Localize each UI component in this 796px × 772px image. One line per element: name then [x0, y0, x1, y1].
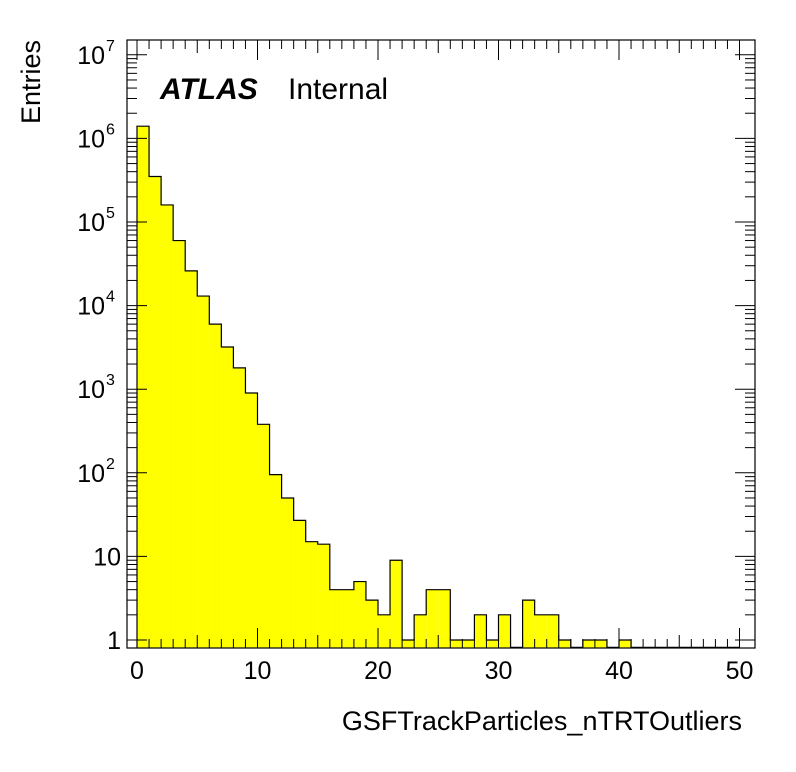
histogram-bar — [558, 640, 571, 648]
x-tick-label: 0 — [130, 657, 144, 685]
bars-layer — [137, 126, 632, 648]
histogram-bar — [594, 640, 607, 648]
histogram-bar — [293, 520, 306, 648]
histogram-bar — [498, 614, 511, 648]
histogram-bar — [534, 614, 547, 648]
histogram-bar — [281, 497, 294, 648]
histogram-bar — [197, 296, 210, 648]
x-tick-label: 30 — [485, 657, 513, 685]
histogram-bar — [305, 541, 318, 648]
histogram-outline — [136, 125, 740, 648]
internal-label: Internal — [288, 73, 388, 106]
histogram-bar — [257, 424, 270, 648]
histogram-bar — [522, 600, 535, 648]
histogram-bar — [209, 324, 222, 648]
histogram-bar — [185, 270, 198, 648]
histogram-bar — [582, 640, 595, 648]
y-tick-label: 10 — [77, 376, 105, 404]
y-tick-exponent: 3 — [106, 372, 115, 389]
x-tick-label: 40 — [605, 657, 633, 685]
y-tick-label: 10 — [77, 293, 105, 321]
histogram-bar — [546, 614, 559, 648]
x-axis-title: GSFTrackParticles_nTRTOutliers — [342, 706, 742, 736]
plot-frame — [126, 39, 756, 649]
y-tick-exponent: 4 — [106, 289, 115, 306]
histogram-bar — [173, 240, 186, 648]
histogram-bar — [233, 367, 246, 648]
y-tick-exponent: 7 — [106, 38, 115, 55]
ticks-layer — [127, 40, 755, 648]
histogram-bar — [245, 393, 258, 648]
histogram-bar — [402, 640, 415, 648]
histogram-bar — [378, 614, 391, 648]
histogram-bar — [221, 346, 234, 648]
x-tick-label: 10 — [244, 657, 272, 685]
histogram-bar — [353, 581, 366, 648]
histogram-bar — [426, 589, 439, 648]
y-tick-label: 10 — [77, 460, 105, 488]
y-axis-title: Entries — [16, 40, 46, 124]
histogram-bar — [149, 176, 162, 648]
histogram-bar — [365, 600, 378, 648]
y-tick-label: 10 — [93, 543, 121, 571]
histogram-bar — [390, 560, 403, 648]
y-tick-exponent: 5 — [106, 205, 115, 222]
histogram-bar — [438, 589, 451, 648]
y-tick-exponent: 6 — [106, 121, 115, 138]
histogram-bar — [329, 589, 342, 648]
y-tick-label: 1 — [107, 627, 121, 655]
histogram-bar — [341, 589, 354, 648]
y-tick-label: 10 — [77, 125, 105, 153]
histogram-bar — [317, 544, 330, 648]
y-tick-exponent: 2 — [106, 456, 115, 473]
histogram-bar — [161, 204, 174, 648]
histogram-bar — [450, 640, 463, 648]
histogram-bar — [137, 126, 150, 648]
y-tick-label: 10 — [77, 209, 105, 237]
x-tick-label: 20 — [364, 657, 392, 685]
y-tick-label: 10 — [77, 42, 105, 70]
histogram-bar — [619, 640, 632, 648]
histogram-bar — [269, 474, 282, 648]
histogram-bar — [462, 640, 475, 648]
histogram-bar — [414, 614, 427, 648]
histogram-bar — [486, 640, 499, 648]
x-tick-label: 50 — [726, 657, 754, 685]
histogram-bar — [474, 614, 487, 648]
atlas-label: ATLAS — [159, 73, 258, 106]
